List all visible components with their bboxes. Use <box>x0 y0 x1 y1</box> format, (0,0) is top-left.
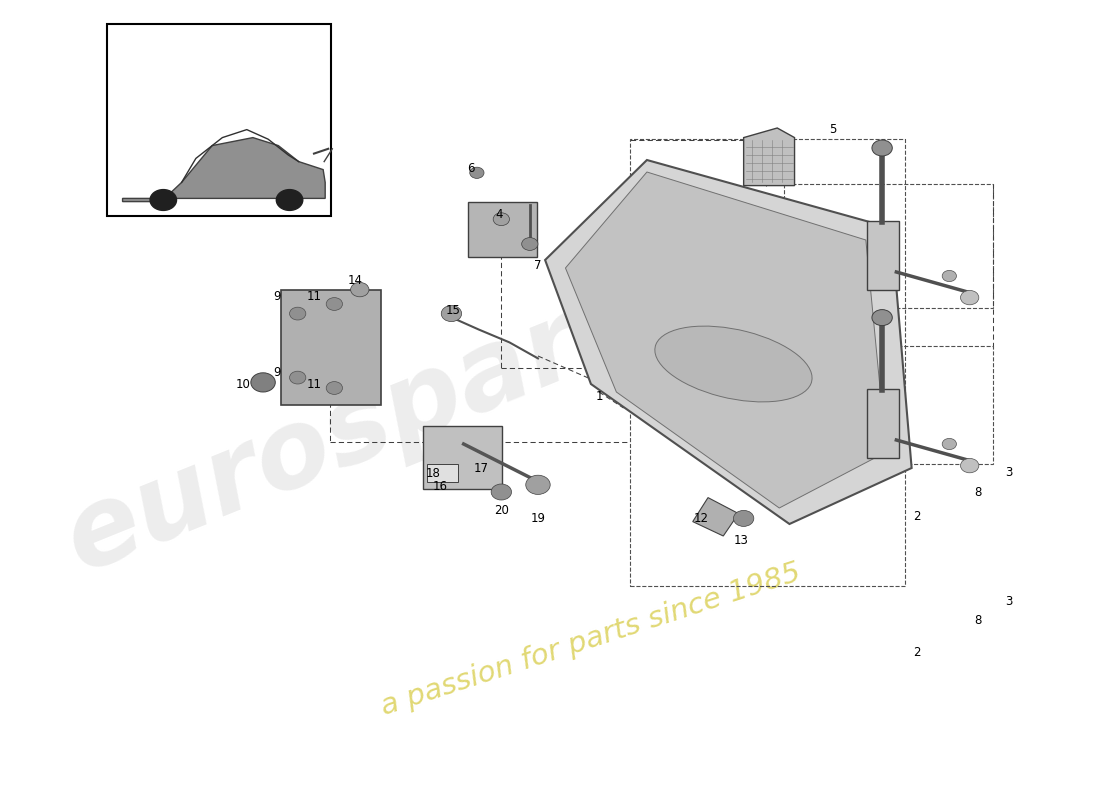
Text: 10: 10 <box>235 378 250 390</box>
Text: 2: 2 <box>913 510 921 522</box>
Circle shape <box>470 167 484 178</box>
Text: 14: 14 <box>348 274 362 286</box>
Text: eurospares: eurospares <box>50 238 725 594</box>
Text: 1: 1 <box>595 390 603 402</box>
Circle shape <box>960 290 979 305</box>
Text: 5: 5 <box>829 123 837 136</box>
Circle shape <box>943 438 956 450</box>
FancyBboxPatch shape <box>422 426 503 489</box>
FancyBboxPatch shape <box>468 202 537 257</box>
Text: 11: 11 <box>307 290 321 302</box>
Text: 2: 2 <box>913 646 921 658</box>
Text: 3: 3 <box>1004 595 1012 608</box>
Text: 20: 20 <box>494 504 509 517</box>
FancyBboxPatch shape <box>282 290 382 405</box>
Polygon shape <box>565 172 887 508</box>
Circle shape <box>351 282 369 297</box>
Ellipse shape <box>654 326 812 402</box>
Text: 3: 3 <box>1004 466 1012 478</box>
Polygon shape <box>744 128 794 186</box>
Polygon shape <box>693 498 738 536</box>
Text: 18: 18 <box>426 467 440 480</box>
Circle shape <box>960 458 979 473</box>
Text: 8: 8 <box>975 614 981 626</box>
Bar <box>427 464 458 482</box>
Circle shape <box>289 371 306 384</box>
Circle shape <box>526 475 550 494</box>
Polygon shape <box>546 160 912 524</box>
Text: 7: 7 <box>535 259 541 272</box>
Text: 11: 11 <box>307 378 321 390</box>
Circle shape <box>327 298 342 310</box>
Text: 9: 9 <box>274 290 282 302</box>
Bar <box>629 139 904 586</box>
Text: 8: 8 <box>975 486 981 498</box>
Text: 4: 4 <box>495 208 503 221</box>
Circle shape <box>734 510 754 526</box>
Bar <box>784 184 993 308</box>
Circle shape <box>251 373 275 392</box>
Circle shape <box>493 213 509 226</box>
Circle shape <box>289 307 306 320</box>
Circle shape <box>491 484 512 500</box>
Text: 9: 9 <box>274 366 282 378</box>
FancyBboxPatch shape <box>867 389 900 458</box>
Text: a passion for parts since 1985: a passion for parts since 1985 <box>377 558 804 722</box>
Text: 6: 6 <box>468 162 474 174</box>
Polygon shape <box>122 138 326 202</box>
Bar <box>784 346 993 464</box>
Text: 12: 12 <box>693 512 708 525</box>
Circle shape <box>521 238 538 250</box>
Circle shape <box>872 140 892 156</box>
Circle shape <box>150 190 176 210</box>
Circle shape <box>327 382 342 394</box>
Circle shape <box>441 306 462 322</box>
Text: 15: 15 <box>446 304 461 317</box>
Text: 19: 19 <box>530 512 546 525</box>
Circle shape <box>872 310 892 326</box>
Circle shape <box>276 190 303 210</box>
FancyBboxPatch shape <box>867 221 900 290</box>
Text: 13: 13 <box>734 534 749 546</box>
Bar <box>108 24 331 216</box>
Text: 16: 16 <box>432 480 448 493</box>
Circle shape <box>943 270 956 282</box>
Text: 17: 17 <box>473 462 488 474</box>
